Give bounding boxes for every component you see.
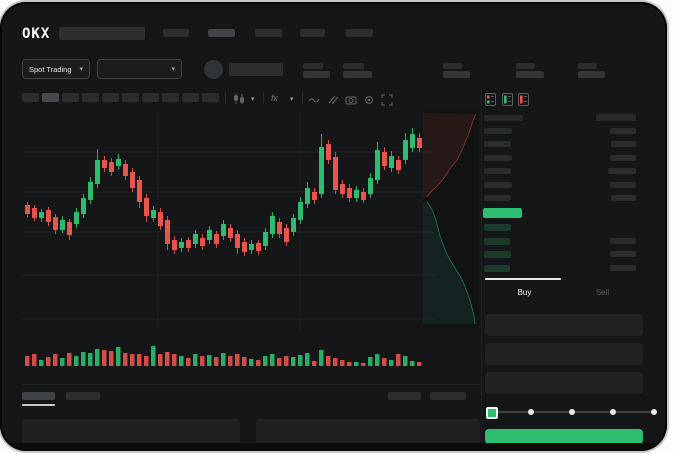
ask-price-bar[interactable]: [484, 181, 512, 188]
total-input[interactable]: [485, 372, 643, 394]
ask-price-bar[interactable]: [484, 141, 511, 148]
bid-size-bar[interactable]: [610, 237, 636, 244]
depth-chart: [423, 110, 479, 328]
stat-value: [443, 71, 470, 78]
chevron-down-icon[interactable]: ▾: [290, 96, 294, 103]
logo-placeholder-bar: [59, 27, 145, 40]
book-bids-icon[interactable]: [502, 93, 513, 106]
draw-tools-icon[interactable]: [327, 94, 339, 106]
chevron-down-icon[interactable]: ▾: [251, 96, 255, 103]
stat-value: [516, 71, 544, 78]
bottom-action-2[interactable]: [430, 392, 466, 400]
history-panel-placeholder: [256, 419, 480, 444]
amount-input[interactable]: [485, 343, 643, 365]
candlestick-style-icon[interactable]: [233, 93, 245, 105]
bottom-tab-indicator: [22, 404, 55, 406]
nav-item-4[interactable]: [300, 29, 325, 37]
timeframe-button-7[interactable]: [142, 93, 159, 102]
ask-price-bar[interactable]: [484, 128, 512, 134]
ask-size-bar[interactable]: [611, 141, 636, 148]
last-price-bar[interactable]: [483, 208, 522, 218]
nav-item-3[interactable]: [255, 29, 282, 37]
fullscreen-icon[interactable]: [381, 94, 393, 106]
stat-value: [578, 71, 605, 78]
stat-value: [343, 71, 372, 78]
slider-dot[interactable]: [651, 409, 657, 415]
bid-price-bar[interactable]: [484, 251, 511, 258]
orders-panel-placeholder: [22, 419, 240, 444]
ask-size-bar[interactable]: [608, 168, 636, 175]
line-wave-icon[interactable]: [308, 94, 320, 106]
ask-size-bar[interactable]: [610, 181, 636, 188]
timeframe-button-8[interactable]: [162, 93, 179, 102]
toolbar-divider: [302, 92, 303, 104]
slider-dot[interactable]: [569, 409, 575, 415]
stat-label: [443, 63, 462, 69]
market-type-dropdown[interactable]: Spot Trading ▾: [22, 59, 90, 79]
volume-chart: [25, 346, 422, 366]
timeframe-button-10[interactable]: [202, 93, 219, 102]
bid-price-bar[interactable]: [484, 224, 511, 231]
orderbook-header-amount: [596, 114, 636, 121]
orderbook-header-price: [484, 115, 523, 121]
stat-label: [578, 63, 597, 69]
nav-item-5[interactable]: [346, 29, 373, 37]
timeframe-button-9[interactable]: [182, 93, 199, 102]
buy-submit-button[interactable]: [485, 429, 643, 444]
ask-price-bar[interactable]: [484, 154, 512, 161]
panel-divider: [481, 88, 482, 446]
coin-avatar: [204, 60, 223, 79]
price-input[interactable]: [485, 314, 643, 336]
chevron-down-icon: ▾: [79, 66, 83, 73]
market-type-label: Spot Trading: [29, 64, 72, 74]
tab-buy[interactable]: Buy: [517, 288, 532, 297]
slider-handle[interactable]: [486, 407, 498, 419]
slider-dot[interactable]: [528, 409, 534, 415]
device-bezel: [0, 443, 667, 451]
pair-search-dropdown[interactable]: ▾: [97, 59, 182, 79]
indicators-icon[interactable]: fx: [271, 93, 279, 103]
ask-price-bar[interactable]: [484, 168, 511, 175]
stat-label: [343, 63, 364, 69]
bottom-action-1[interactable]: [388, 392, 421, 400]
nav-item-2[interactable]: [208, 29, 235, 37]
bottom-tab-1[interactable]: [22, 392, 55, 400]
ask-size-bar[interactable]: [610, 128, 636, 134]
timeframe-button-2[interactable]: [42, 93, 59, 102]
chevron-down-icon: ▾: [171, 66, 175, 73]
pair-name-placeholder: [229, 63, 283, 76]
timeframe-button-6[interactable]: [122, 93, 139, 102]
bottom-divider: [22, 384, 480, 385]
stat-label: [303, 63, 323, 69]
bid-size-bar[interactable]: [610, 264, 636, 271]
toolbar-divider: [225, 92, 226, 104]
okx-logo: OKX: [22, 26, 51, 42]
bid-size-bar[interactable]: [610, 251, 636, 257]
nav-item-1[interactable]: [163, 29, 189, 37]
ask-size-bar[interactable]: [610, 154, 636, 161]
slider-dot[interactable]: [610, 409, 616, 415]
timeframe-button-5[interactable]: [102, 93, 119, 102]
bottom-tab-2[interactable]: [66, 392, 100, 400]
bid-price-bar[interactable]: [484, 237, 510, 245]
toolbar-divider: [263, 92, 264, 104]
settings-icon[interactable]: [363, 94, 375, 106]
stat-label: [516, 63, 535, 69]
book-asks-icon[interactable]: [518, 93, 529, 106]
ask-size-bar[interactable]: [611, 195, 636, 201]
stat-value: [303, 71, 330, 78]
candlestick-chart[interactable]: [22, 110, 424, 335]
bid-price-bar[interactable]: [484, 264, 510, 272]
timeframe-button-1[interactable]: [22, 93, 39, 102]
tab-sell[interactable]: Sell: [595, 288, 610, 297]
timeframe-button-4[interactable]: [82, 93, 99, 102]
ask-price-bar[interactable]: [484, 195, 511, 201]
timeframe-button-3[interactable]: [62, 93, 79, 102]
book-combined-icon[interactable]: [485, 93, 496, 106]
active-tab-indicator: [485, 278, 561, 280]
camera-icon[interactable]: [345, 94, 357, 106]
